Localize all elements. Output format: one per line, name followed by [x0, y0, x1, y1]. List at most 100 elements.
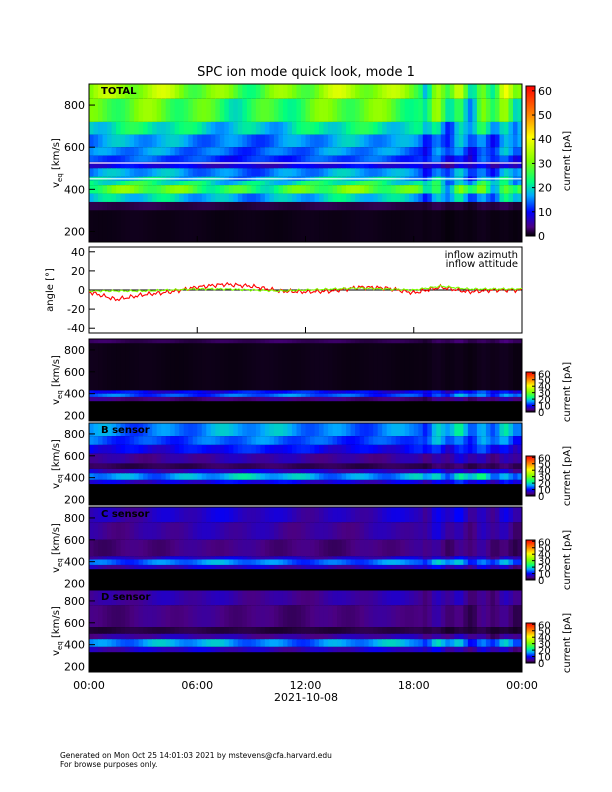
heatmap-cell — [116, 168, 121, 177]
heatmap-cell — [129, 479, 135, 485]
heatmap-cell — [264, 522, 270, 540]
heatmap-cell — [291, 652, 297, 672]
heatmap-cell — [188, 193, 194, 202]
heatmap-cell — [98, 590, 103, 606]
footer-browse: For browse purposes only. — [60, 760, 158, 769]
heatmap-cell — [319, 423, 324, 437]
heatmap-cell — [219, 473, 225, 480]
heatmap-cell — [431, 453, 437, 464]
heatmap-cell — [364, 539, 370, 557]
heatmap-cell — [404, 210, 410, 242]
heatmap-cell — [246, 147, 252, 156]
heatmap-cell — [517, 473, 523, 480]
series-inflow-attitude — [88, 284, 523, 293]
heatmap-cell — [237, 201, 243, 211]
heatmap-cell — [382, 401, 388, 421]
heatmap-cell — [427, 185, 433, 194]
heatmap-cell — [508, 180, 514, 186]
heatmap-cell — [300, 569, 306, 589]
heatmap-cell — [436, 479, 442, 485]
heatmap-cell — [382, 210, 388, 242]
heatmap-cell — [323, 633, 329, 640]
colorbar-tick-label: 10 — [538, 570, 551, 581]
heatmap-cell — [165, 539, 171, 557]
heatmap-cell — [476, 339, 482, 344]
heatmap-cell — [395, 390, 401, 394]
heatmap-cell — [237, 522, 243, 540]
heatmap-cell — [188, 121, 194, 135]
heatmap-cell — [418, 201, 424, 211]
heatmap-cell — [161, 639, 167, 647]
heatmap-cell — [463, 436, 469, 445]
heatmap-cell — [418, 134, 424, 148]
heatmap-cell — [269, 423, 275, 437]
heatmap-cell — [143, 436, 149, 445]
heatmap-cell — [508, 201, 514, 211]
heatmap-cell — [337, 339, 342, 344]
heatmap-cell — [350, 185, 356, 194]
heatmap-cell — [508, 185, 514, 194]
heatmap-cell — [481, 201, 487, 211]
heatmap-cell — [323, 134, 329, 148]
heatmap-cell — [98, 522, 103, 540]
heatmap-cell — [319, 564, 324, 570]
heatmap-cell — [206, 390, 212, 394]
heatmap-cell — [197, 463, 203, 469]
heatmap-cell — [458, 401, 464, 421]
heatmap-cell — [269, 185, 275, 194]
heatmap-cell — [242, 423, 248, 437]
heatmap-cell — [210, 210, 216, 242]
heatmap-cell — [323, 180, 329, 186]
heatmap-cell — [147, 343, 153, 391]
heatmap-cell — [174, 453, 180, 464]
heatmap-cell — [246, 463, 252, 469]
heatmap-cell — [485, 484, 491, 505]
heatmap-cell — [404, 627, 410, 634]
heatmap-cell — [391, 556, 397, 560]
heatmap-cell — [120, 468, 126, 474]
heatmap-cell — [273, 444, 279, 454]
heatmap-cell — [206, 396, 212, 402]
heatmap-cell — [287, 639, 293, 647]
heatmap-cell — [499, 507, 505, 523]
heatmap-cell — [364, 343, 370, 391]
heatmap-cell — [188, 484, 194, 505]
heatmap-cell — [472, 401, 478, 421]
heatmap-cell — [341, 646, 347, 653]
heatmap-cell — [431, 652, 437, 672]
heatmap-cell — [359, 201, 365, 211]
heatmap-cell — [512, 423, 518, 437]
heatmap-cell — [125, 393, 130, 397]
heatmap-cell — [138, 556, 144, 560]
heatmap-cell — [170, 479, 176, 485]
heatmap-cell — [165, 168, 171, 177]
heatmap-cell — [89, 98, 94, 122]
heatmap-cell — [346, 185, 351, 194]
heatmap-cell — [445, 646, 451, 653]
y-tick-label: -20 — [67, 303, 85, 316]
heatmap-cell — [404, 401, 410, 421]
heatmap-cell — [246, 84, 252, 99]
heatmap-cell — [517, 180, 523, 186]
heatmap-cell — [255, 147, 261, 156]
heatmap-cell — [503, 436, 509, 445]
heatmap-cell — [278, 401, 284, 421]
heatmap-cell — [377, 155, 383, 162]
heatmap-cell — [147, 168, 153, 177]
heatmap-cell — [328, 201, 333, 211]
heatmap-cell — [310, 423, 315, 437]
heatmap-cell — [323, 396, 329, 402]
heatmap-cell — [368, 155, 374, 162]
heatmap-cell — [170, 444, 176, 454]
heatmap-cell — [98, 444, 103, 454]
heatmap-cell — [499, 401, 505, 421]
heatmap-cell — [337, 444, 342, 454]
heatmap-cell — [409, 444, 415, 454]
heatmap-cell — [445, 453, 451, 464]
heatmap-cell — [436, 556, 442, 560]
heatmap-cell — [395, 121, 401, 135]
heatmap-cell — [116, 98, 121, 122]
heatmap-cell — [481, 463, 487, 469]
colorbar-tick-label: 10 — [538, 402, 551, 413]
